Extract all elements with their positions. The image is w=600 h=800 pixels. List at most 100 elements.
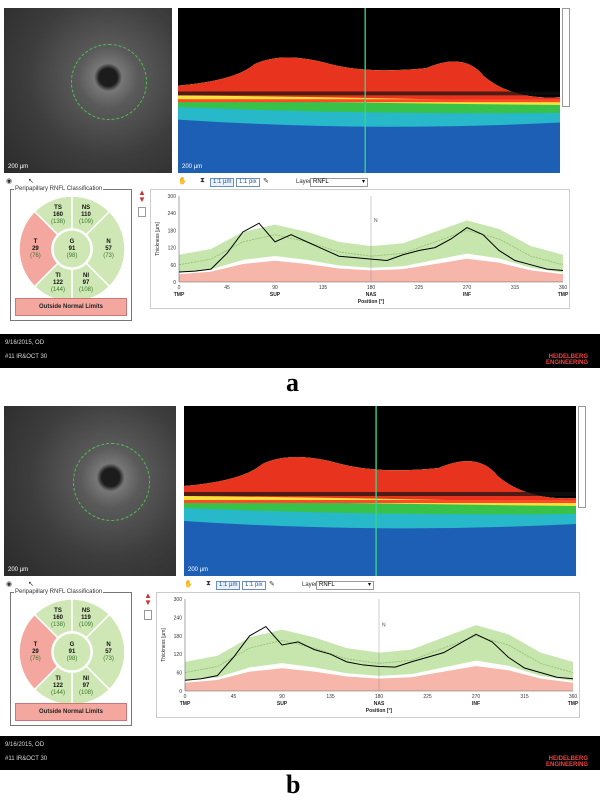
oct-bscan-svg	[184, 406, 576, 576]
scale-1-1-um-button[interactable]: 1:1 µm	[210, 178, 235, 187]
sector-n[interactable]	[85, 210, 126, 288]
up-down-arrows-icon[interactable]: ▲ ▼	[138, 188, 146, 204]
oct-rpe-band	[178, 99, 560, 103]
layer-select-value: RNFL	[319, 582, 335, 588]
region-label: TMP	[558, 292, 569, 298]
sector-ts-value: 160	[53, 212, 64, 218]
sector-t-ref: (76)	[30, 656, 41, 662]
sector-ns-ref: (109)	[79, 622, 93, 628]
sector-n-ref: (73)	[103, 656, 114, 662]
rnfl-title: Peripapillary RNFL Classification	[14, 186, 104, 192]
x-axis-title: Position [°]	[366, 708, 393, 714]
layer-select[interactable]: RNFL ▾	[310, 178, 368, 187]
sector-ni-label: NI	[83, 676, 89, 682]
hourglass-icon[interactable]: ⧗	[200, 177, 205, 184]
region-label: NAS	[374, 701, 385, 707]
panel-b: 200 µm 200 µm ◉ ↖ ✋ ⧗ 1:1 µm 1:1 pix Lay…	[0, 398, 600, 770]
thickness-chart[interactable]: 0 60 120 180 240 300 0 45 90 135 180 225 270 315 360 TM…	[150, 189, 570, 309]
region-label: SUP	[270, 292, 281, 298]
brand-line-2: ENGINEERING	[545, 360, 588, 366]
chart-side-toggle[interactable]	[144, 610, 152, 620]
sector-n-ref: (73)	[103, 253, 114, 259]
hand-icon[interactable]: ✋	[184, 581, 193, 588]
sector-g[interactable]	[52, 229, 92, 269]
region-label: SUP	[277, 701, 288, 707]
chart-side-toggle[interactable]	[138, 207, 146, 217]
scale-1-1-um-button[interactable]: 1:1 µm	[216, 581, 241, 590]
fundus-image[interactable]: 200 µm	[4, 8, 172, 173]
sector-t-ref: (76)	[30, 253, 41, 259]
sector-n-label: N	[106, 642, 110, 648]
chevron-down-icon: ▾	[367, 582, 371, 588]
up-down-arrows-icon[interactable]: ▲ ▼	[144, 591, 152, 607]
x-tick-label: 360	[569, 694, 578, 700]
eye-icon[interactable]: ◉	[6, 178, 13, 185]
x-tick-label: 225	[415, 285, 424, 291]
paint-icon[interactable]: ✎	[263, 178, 269, 185]
oct-scrollbar[interactable]	[562, 8, 570, 107]
sector-g-ref: (98)	[67, 253, 78, 259]
eye-icon[interactable]: ◉	[6, 581, 13, 588]
x-tick-label: 0	[184, 694, 187, 700]
sector-ti-ref: (144)	[51, 690, 65, 696]
y-tick-label: 180	[168, 228, 177, 234]
sector-n[interactable]	[85, 613, 126, 691]
y-tick-label: 300	[168, 194, 177, 200]
x-tick-label: 135	[326, 694, 335, 700]
y-tick-label: 240	[168, 211, 177, 217]
rnfl-classification-box: Peripapillary RNFL Classification TS 160(…	[10, 589, 132, 726]
position-marker-label: N	[374, 218, 378, 224]
brand-line-1: HEIDELBERG	[548, 354, 588, 360]
status-bar: 9/16/2015, OD #11 IR&OCT 30 HEIDELBERG E…	[0, 736, 600, 770]
hand-icon[interactable]: ✋	[178, 178, 187, 185]
scale-1-1-pix-button[interactable]: 1:1 pix	[242, 581, 266, 590]
scale-1-1-pix-button[interactable]: 1:1 pix	[236, 178, 260, 187]
classification-badge: Outside Normal Limits	[15, 298, 127, 316]
layer-select[interactable]: RNFL ▾	[316, 581, 374, 590]
measured-thickness-line	[178, 222, 564, 273]
x-tick-label: 315	[520, 694, 529, 700]
paint-icon[interactable]: ✎	[269, 581, 275, 588]
panel-a: 200 µm 200 µm ◉ ↖ ✋ ⧗ 1:1 µm 1:1 pix Lay…	[0, 0, 600, 370]
sector-ts-label: TS	[54, 205, 62, 211]
rnfl-title: Peripapillary RNFL Classification	[14, 589, 104, 595]
thickness-chart[interactable]: 0 60 120 180 240 300 0 45 90 135 180 225 270 315 360 TM…	[156, 592, 580, 718]
y-tick-label: 120	[168, 246, 177, 252]
x-tick-label: 180	[367, 285, 376, 291]
sector-ns-ref: (109)	[79, 219, 93, 225]
sector-t[interactable]	[18, 210, 59, 288]
normative-mean-line	[178, 229, 564, 266]
y-tick-label: 0	[173, 280, 176, 286]
sector-g-ref: (98)	[67, 656, 78, 662]
oct-dark-band	[184, 492, 576, 496]
x-tick-label: 135	[319, 285, 328, 291]
oct-bscan[interactable]: 200 µm	[184, 406, 576, 576]
y-tick-label: 0	[179, 689, 182, 695]
sector-g[interactable]	[52, 632, 92, 672]
oct-dark-band	[178, 91, 560, 96]
x-tick-label: 90	[279, 694, 285, 700]
sector-t[interactable]	[18, 613, 59, 691]
sector-ns-label: NS	[82, 608, 90, 614]
hourglass-icon[interactable]: ⧗	[206, 580, 211, 587]
brand-line-1: HEIDELBERG	[548, 756, 588, 762]
region-label: TMP	[180, 701, 191, 707]
region-label: INF	[463, 292, 471, 298]
x-tick-label: 225	[423, 694, 432, 700]
layer-label: Layer:	[296, 179, 313, 185]
cursor-icon[interactable]: ↖	[28, 581, 34, 588]
fundus-scale-label: 200 µm	[8, 164, 29, 170]
sector-ni-value: 97	[83, 280, 90, 286]
sector-ni-value: 97	[83, 683, 90, 689]
status-scan-id: #11 IR&OCT 30	[5, 354, 48, 360]
fundus-image[interactable]: 200 µm	[4, 406, 176, 576]
sector-g-label: G	[70, 239, 75, 245]
oct-scrollbar[interactable]	[578, 406, 586, 508]
oct-bscan[interactable]: 200 µm	[178, 8, 560, 173]
sector-t-label: T	[34, 642, 38, 648]
cursor-icon[interactable]: ↖	[28, 178, 34, 185]
layer-label: Layer:	[302, 582, 319, 588]
scan-circle	[71, 44, 147, 120]
sector-ti-value: 122	[53, 280, 64, 286]
